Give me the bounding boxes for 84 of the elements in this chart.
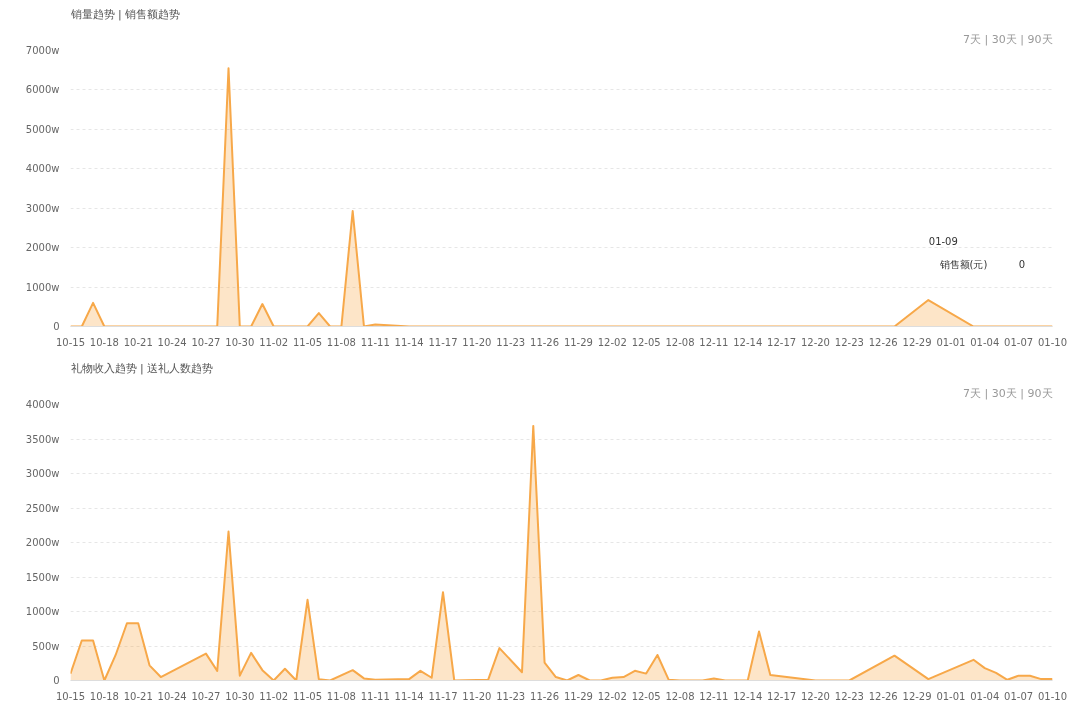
x-tick-label: 10-15 [55, 336, 86, 348]
y-tick-label: 2000w [25, 242, 60, 254]
x-tick-label: 10-21 [123, 336, 153, 348]
x-tick-label: 10-21 [123, 690, 153, 702]
x-tick-label: 11-08 [326, 336, 356, 348]
x-tick-label: 11-05 [293, 690, 323, 702]
x-tick-label: 01-10 [1037, 690, 1068, 702]
x-tick-label: 01-01 [936, 690, 966, 702]
x-tick-label: 11-17 [428, 690, 458, 702]
x-tick-label: 11-26 [530, 336, 560, 348]
x-tick-label: 12-02 [597, 336, 627, 348]
x-tick-label: 12-20 [800, 690, 830, 702]
y-tick-label: 1000w [25, 281, 60, 293]
y-tick-label: 1500w [25, 571, 60, 583]
chart-title: 销量趋势 | 销售额趋势 [69, 7, 181, 21]
x-tick-label: 01-07 [1004, 690, 1034, 702]
y-tick-label: 0 [53, 675, 60, 686]
text: 7天 | 30天 | 90天 [963, 32, 1053, 46]
x-tick-label: 12-26 [868, 336, 898, 348]
x-tick-label: 11-17 [428, 336, 458, 348]
x-tick-label: 11-23 [496, 336, 526, 348]
y-tick-label: 3000w [25, 202, 60, 214]
y-tick-label: 3000w [25, 468, 60, 479]
x-tick-label: 12-26 [868, 690, 898, 702]
x-tick-label: 12-23 [834, 336, 864, 348]
y-tick-label: 7000w [25, 45, 60, 56]
x-tick-label: 12-14 [733, 690, 763, 702]
x-tick-label: 12-20 [800, 336, 830, 348]
x-tick-label: 11-14 [394, 690, 424, 702]
x-tick-label: 12-08 [665, 690, 695, 702]
x-tick-label: 10-18 [89, 690, 119, 702]
x-tick-label: 10-27 [191, 336, 221, 348]
x-tick-label: 12-29 [902, 690, 932, 702]
x-tick-label: 12-08 [665, 336, 695, 348]
x-tick-label: 12-17 [767, 336, 797, 348]
x-tick-label: 01-07 [1004, 336, 1034, 348]
x-tick-label: 10-30 [225, 690, 255, 702]
y-tick-label: 0 [53, 321, 60, 332]
x-tick-label: 10-24 [157, 690, 187, 702]
x-tick-label: 10-18 [89, 336, 119, 348]
x-tick-label: 10-15 [55, 690, 86, 702]
x-tick-label: 12-14 [733, 336, 763, 348]
x-tick-label: 11-11 [360, 336, 390, 348]
y-tick-label: 500w [32, 640, 60, 652]
y-tick-label: 6000w [25, 84, 60, 96]
x-tick-label: 12-11 [699, 690, 729, 702]
y-tick-label: 2500w [25, 502, 60, 514]
x-tick-label: 01-10 [1037, 336, 1068, 348]
x-tick-label: 11-20 [462, 336, 492, 348]
y-tick-label: 1000w [25, 606, 60, 617]
x-tick-label: 11-08 [326, 690, 356, 702]
x-tick-label: 11-29 [563, 690, 593, 702]
x-tick-label: 10-27 [191, 690, 221, 702]
y-tick-label: 4000w [25, 399, 60, 410]
chart-title: 礼物收入趋势 | 送礼人数趋势 [70, 361, 214, 375]
annotation: 01-09 [928, 235, 958, 247]
x-tick-label: 12-05 [631, 690, 661, 702]
y-tick-label: 2000w [25, 537, 60, 548]
x-tick-label: 10-24 [157, 336, 187, 348]
y-tick-label: 4000w [25, 163, 60, 175]
annotation: 0 [1018, 259, 1026, 271]
x-tick-label: 11-20 [462, 690, 492, 702]
x-tick-label: 11-11 [360, 690, 390, 702]
x-tick-label: 01-01 [936, 336, 966, 348]
x-tick-label: 10-30 [225, 336, 255, 348]
x-tick-label: 11-14 [394, 336, 424, 348]
x-tick-label: 12-02 [597, 690, 627, 702]
x-tick-label: 11-29 [563, 336, 593, 348]
text: 7天 | 30天 | 90天 [963, 386, 1053, 400]
x-tick-label: 11-26 [530, 690, 560, 702]
y-tick-label: 5000w [25, 123, 60, 135]
x-tick-label: 01-04 [970, 690, 1000, 702]
x-tick-label: 11-02 [259, 690, 289, 702]
x-tick-label: 11-02 [259, 336, 289, 348]
x-tick-label: 12-23 [834, 690, 864, 702]
x-tick-label: 12-29 [902, 336, 932, 348]
x-tick-label: 12-17 [767, 690, 797, 702]
x-tick-label: 12-11 [699, 336, 729, 348]
annotation: 销售额(元) [938, 258, 988, 270]
x-tick-label: 11-05 [293, 336, 323, 348]
x-tick-label: 01-04 [970, 336, 1000, 348]
x-tick-label: 11-23 [496, 690, 526, 702]
x-tick-label: 12-05 [631, 336, 661, 348]
y-tick-label: 3500w [25, 433, 60, 445]
